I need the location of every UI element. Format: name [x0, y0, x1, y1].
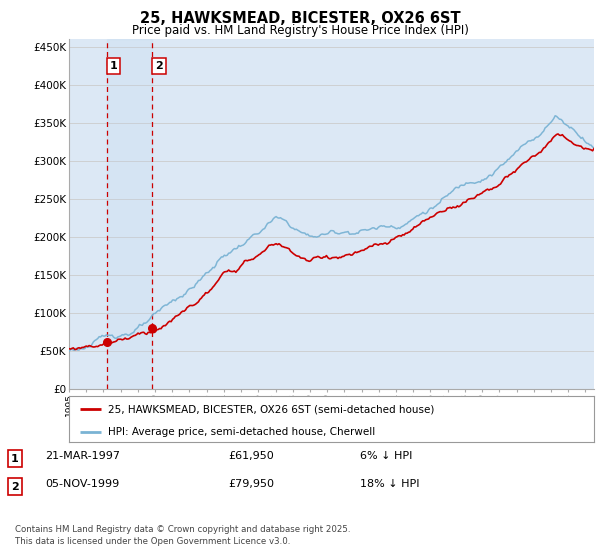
Text: 1: 1: [110, 61, 118, 71]
Text: £61,950: £61,950: [228, 451, 274, 461]
Text: 18% ↓ HPI: 18% ↓ HPI: [360, 479, 419, 489]
Text: 21-MAR-1997: 21-MAR-1997: [45, 451, 120, 461]
Text: 2: 2: [155, 61, 163, 71]
Text: 05-NOV-1999: 05-NOV-1999: [45, 479, 119, 489]
Bar: [107, 39, 152, 389]
Text: £79,950: £79,950: [228, 479, 274, 489]
Text: Contains HM Land Registry data © Crown copyright and database right 2025.
This d: Contains HM Land Registry data © Crown c…: [15, 525, 350, 546]
Text: 6% ↓ HPI: 6% ↓ HPI: [360, 451, 412, 461]
Text: HPI: Average price, semi-detached house, Cherwell: HPI: Average price, semi-detached house,…: [109, 427, 376, 437]
Text: 25, HAWKSMEAD, BICESTER, OX26 6ST: 25, HAWKSMEAD, BICESTER, OX26 6ST: [140, 11, 460, 26]
Text: Price paid vs. HM Land Registry's House Price Index (HPI): Price paid vs. HM Land Registry's House …: [131, 24, 469, 36]
Text: 1: 1: [11, 454, 19, 464]
Text: 2: 2: [11, 482, 19, 492]
Text: 25, HAWKSMEAD, BICESTER, OX26 6ST (semi-detached house): 25, HAWKSMEAD, BICESTER, OX26 6ST (semi-…: [109, 404, 435, 414]
